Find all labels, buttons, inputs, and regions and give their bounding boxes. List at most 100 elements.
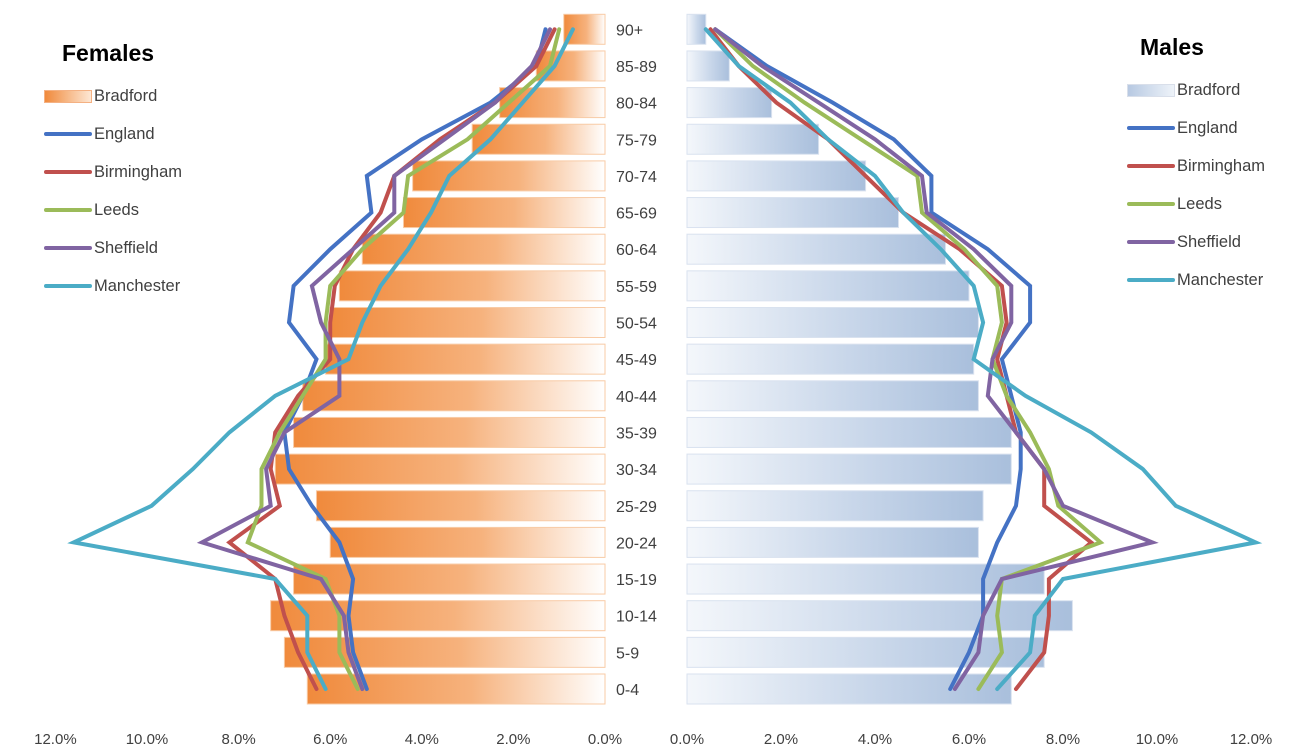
legend-item-england: England xyxy=(1127,109,1265,147)
age-label-10-14: 10-14 xyxy=(616,609,657,626)
line-female-sheffield xyxy=(196,27,552,691)
bar-female-15-19 xyxy=(293,563,606,595)
age-label-55-59: 55-59 xyxy=(616,279,657,296)
male-bars xyxy=(686,13,1073,705)
male-x-axis: 0.0% 2.0% 4.0% 6.0% 8.0% 10.0% 12.0% xyxy=(670,731,1272,747)
legend-swatch-birmingham xyxy=(1127,164,1175,168)
bar-male-25-29 xyxy=(686,490,984,522)
legend-label: Manchester xyxy=(1177,270,1264,289)
age-group-labels: 0-4 5-9 10-14 15-19 20-24 25-29 30-34 35-39 40-4… xyxy=(616,22,657,699)
x-tick-female-8-0: 8.0% xyxy=(221,731,255,747)
age-label-20-24: 20-24 xyxy=(616,535,657,552)
legend-swatch-leeds xyxy=(44,208,92,212)
legend-label: England xyxy=(1177,118,1238,137)
female-series-lines xyxy=(67,27,575,691)
bar-male-40-44 xyxy=(686,380,979,412)
x-tick-female-12-0: 12.0% xyxy=(34,731,77,747)
bar-male-65-69 xyxy=(686,197,899,229)
legend-swatch-sheffield xyxy=(1127,240,1175,244)
bar-female-10-14 xyxy=(270,600,606,632)
bar-male-70-74 xyxy=(686,160,867,192)
bar-female-55-59 xyxy=(338,270,606,302)
bar-female-75-79 xyxy=(471,123,606,155)
age-label-5-9: 5-9 xyxy=(616,645,639,662)
age-label-15-19: 15-19 xyxy=(616,572,657,589)
bar-male-5-9 xyxy=(686,636,1045,668)
legend-item-bradford: Bradford xyxy=(44,77,182,115)
x-tick-male-8-0: 8.0% xyxy=(1046,731,1080,747)
x-tick-male-2-0: 2.0% xyxy=(764,731,798,747)
legend-swatch-manchester xyxy=(44,284,92,288)
x-tick-male-4-0: 4.0% xyxy=(858,731,892,747)
bar-male-35-39 xyxy=(686,416,1012,448)
line-female-manchester xyxy=(67,27,575,691)
legend-item-bradford: Bradford xyxy=(1127,71,1265,109)
age-label-75-79: 75-79 xyxy=(616,132,657,149)
bar-male-60-64 xyxy=(686,233,946,265)
legend-swatch-bradford xyxy=(1127,83,1175,97)
age-label-65-69: 65-69 xyxy=(616,206,657,223)
legend-swatch-sheffield xyxy=(44,246,92,250)
bar-female-50-54 xyxy=(329,307,606,338)
bar-female-45-49 xyxy=(325,343,606,375)
x-tick-female-4-0: 4.0% xyxy=(405,731,439,747)
legend-label: Sheffield xyxy=(94,238,158,257)
male-legend: Bradford England Birmingham Leeds Sheffi… xyxy=(1127,71,1265,299)
bar-female-65-69 xyxy=(402,197,606,229)
legend-item-leeds: Leeds xyxy=(44,191,182,229)
legend-label: Leeds xyxy=(1177,194,1222,213)
line-male-manchester xyxy=(703,27,1263,691)
x-tick-female-0-0: 0.0% xyxy=(588,731,622,747)
x-tick-male-12-0: 12.0% xyxy=(1230,731,1273,747)
x-tick-female-6-0: 6.0% xyxy=(313,731,347,747)
age-label-90+: 90+ xyxy=(616,22,643,39)
legend-swatch-birmingham xyxy=(44,170,92,174)
females-title: Females xyxy=(62,40,155,66)
bar-female-35-39 xyxy=(293,416,606,448)
legend-swatch-england xyxy=(1127,126,1175,130)
line-female-leeds xyxy=(245,27,562,691)
legend-label: Leeds xyxy=(94,200,139,219)
legend-item-birmingham: Birmingham xyxy=(44,153,182,191)
males-title: Males xyxy=(1140,34,1204,60)
x-tick-male-0-0: 0.0% xyxy=(670,731,704,747)
bar-male-10-14 xyxy=(686,600,1073,632)
x-tick-female-2-0: 2.0% xyxy=(496,731,530,747)
legend-swatch-bradford xyxy=(44,89,92,103)
legend-item-manchester: Manchester xyxy=(44,267,182,305)
bar-male-30-34 xyxy=(686,453,1012,485)
bar-male-45-49 xyxy=(686,343,975,375)
bar-female-70-74 xyxy=(412,160,606,192)
legend-item-leeds: Leeds xyxy=(1127,185,1265,223)
line-male-england xyxy=(713,27,1033,691)
legend-swatch-manchester xyxy=(1127,278,1175,282)
age-label-25-29: 25-29 xyxy=(616,499,657,516)
line-female-england xyxy=(282,27,548,691)
x-tick-male-10-0: 10.0% xyxy=(1136,731,1179,747)
bar-female-25-29 xyxy=(315,490,606,522)
legend-item-sheffield: Sheffield xyxy=(44,229,182,267)
age-label-0-4: 0-4 xyxy=(616,682,639,699)
x-tick-male-6-0: 6.0% xyxy=(952,731,986,747)
bar-male-55-59 xyxy=(686,270,970,302)
age-label-85-89: 85-89 xyxy=(616,59,657,76)
bar-male-80-84 xyxy=(686,87,773,119)
female-x-axis: 0.0% 2.0% 4.0% 6.0% 8.0% 10.0% 12.0% xyxy=(34,731,622,747)
age-label-45-49: 45-49 xyxy=(616,352,657,369)
legend-label: England xyxy=(94,124,155,143)
legend-label: Sheffield xyxy=(1177,232,1241,251)
legend-swatch-england xyxy=(44,132,92,136)
legend-label: Manchester xyxy=(94,276,181,295)
age-label-70-74: 70-74 xyxy=(616,169,657,186)
bar-female-30-34 xyxy=(274,453,606,485)
legend-label: Birmingham xyxy=(94,162,183,181)
legend-item-sheffield: Sheffield xyxy=(1127,223,1265,261)
female-legend: Bradford England Birmingham Leeds Sheffi… xyxy=(44,77,182,305)
legend-label: Birmingham xyxy=(1177,156,1266,175)
line-male-sheffield xyxy=(713,27,1159,691)
legend-item-england: England xyxy=(44,115,182,153)
bar-male-75-79 xyxy=(686,123,820,155)
x-tick-female-10-0: 10.0% xyxy=(126,731,169,747)
bar-female-90+ xyxy=(563,13,606,45)
bar-female-5-9 xyxy=(283,636,606,668)
